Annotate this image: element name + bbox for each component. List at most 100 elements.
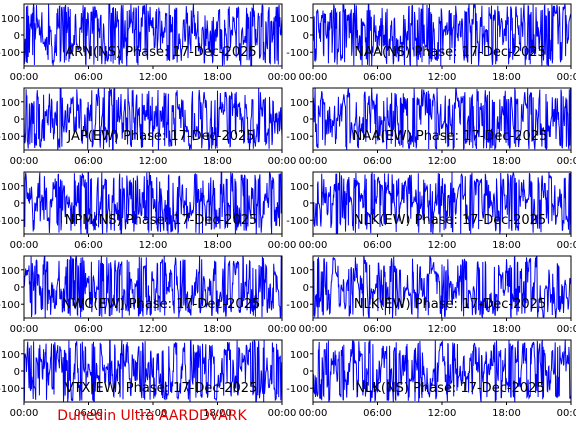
- phase-panel: 100 0 -100 00:00 06:00 12:00 18:00 00:00 ARN(NS)…: [0, 3, 296, 83]
- phase-panel: 100 0 -100 00:00 06:00 12:00 18:00 00:00 NAA(EW)…: [286, 87, 576, 167]
- panel-title: NLK(EW) Phase: 17-Dec-2025: [354, 297, 546, 312]
- x-tick-label: 06:00: [363, 408, 392, 419]
- phase-trace: [24, 256, 282, 318]
- x-tick-label: 00:00: [557, 240, 576, 251]
- x-tick-label: 18:00: [492, 408, 521, 419]
- phase-panel: 100 0 -100 00:00 06:00 12:00 18:00 00:00 NWC(EW)…: [0, 255, 297, 335]
- panel-title: NAA(NS) Phase: 17-Dec-2025: [354, 45, 546, 60]
- y-tick-label: 0: [303, 367, 309, 378]
- panel-title: NLK(EW) Phase: 17-Dec-2025: [354, 213, 546, 228]
- panel-title: ARN(NS) Phase: 17-Dec-2025: [65, 45, 256, 60]
- x-tick-label: 18:00: [492, 240, 521, 251]
- y-tick-label: -100: [0, 300, 20, 311]
- x-tick-label: 00:00: [268, 240, 297, 251]
- y-tick-label: 0: [14, 283, 20, 294]
- y-tick-label: 100: [1, 182, 20, 193]
- x-tick-label: 12:00: [139, 324, 168, 335]
- x-tick-label: 18:00: [492, 156, 521, 167]
- x-tick-label: 18:00: [203, 324, 232, 335]
- phase-trace: [24, 4, 282, 66]
- phase-trace: [24, 88, 282, 150]
- x-tick-label: 18:00: [203, 240, 232, 251]
- panel-title: NLK(NS) Phase: 17-Dec-2025: [355, 381, 544, 396]
- x-tick-label: 06:00: [74, 324, 103, 335]
- y-tick-label: 0: [14, 115, 20, 126]
- panel-title: VTX(EW) Phase: 17-Dec-2025: [65, 381, 258, 396]
- phase-trace: [24, 172, 282, 234]
- y-tick-label: -100: [286, 300, 309, 311]
- panel-title: NPM(NS) Phase: 17-Dec-2025: [65, 213, 258, 228]
- phase-trace: [313, 340, 571, 402]
- x-tick-label: 06:00: [363, 324, 392, 335]
- footer-label: Dunedin Ultra AARDDVARK: [57, 408, 247, 424]
- y-tick-label: -100: [0, 216, 20, 227]
- y-tick-label: 0: [303, 199, 309, 210]
- y-tick-label: -100: [0, 384, 20, 395]
- x-tick-label: 18:00: [203, 408, 232, 419]
- x-tick-label: 12:00: [139, 72, 168, 83]
- x-tick-label: 00:00: [299, 324, 328, 335]
- phase-panel: 100 0 -100 00:00 06:00 12:00 18:00 00:00 NPM(NS)…: [0, 171, 297, 251]
- x-tick-label: 00:00: [10, 408, 39, 419]
- x-tick-label: 12:00: [139, 240, 168, 251]
- y-tick-label: -100: [286, 132, 309, 143]
- x-tick-label: 00:00: [299, 240, 328, 251]
- x-tick-label: 18:00: [492, 72, 521, 83]
- y-tick-label: 100: [290, 182, 309, 193]
- x-tick-label: 00:00: [268, 156, 297, 167]
- y-tick-label: 0: [14, 31, 20, 42]
- x-tick-label: 00:00: [557, 324, 576, 335]
- phase-panel: 100 0 -100 00:00 06:00 12:00 18:00 00:00 VTX(EW)…: [0, 339, 296, 419]
- y-tick-label: 100: [290, 98, 309, 109]
- y-tick-label: 0: [303, 31, 309, 42]
- x-tick-label: 06:00: [74, 156, 103, 167]
- x-tick-label: 06:00: [74, 408, 103, 419]
- phase-trace: [313, 4, 571, 66]
- x-tick-label: 00:00: [10, 324, 39, 335]
- x-tick-label: 00:00: [299, 156, 328, 167]
- x-tick-label: 00:00: [557, 156, 576, 167]
- phase-panel: 100 0 -100 00:00 06:00 12:00 18:00 00:00 JAP(EW)…: [0, 87, 297, 167]
- y-tick-label: 100: [1, 266, 20, 277]
- x-tick-label: 18:00: [492, 324, 521, 335]
- phase-trace: [24, 340, 282, 402]
- y-tick-label: -100: [286, 216, 309, 227]
- y-tick-label: 0: [14, 199, 20, 210]
- y-tick-label: 100: [1, 98, 20, 109]
- x-tick-label: 12:00: [428, 72, 457, 83]
- x-tick-label: 12:00: [139, 408, 168, 419]
- y-tick-label: 100: [1, 350, 20, 361]
- y-tick-label: 100: [290, 266, 309, 277]
- y-tick-label: -100: [0, 132, 20, 143]
- phase-panel: 100 0 -100 00:00 06:00 12:00 18:00 00:00 NLK(EW)…: [286, 171, 576, 251]
- phase-panel: 100 0 -100 00:00 06:00 12:00 18:00 00:00 NLK(NS)…: [286, 339, 576, 419]
- panel-title: NAA(EW) Phase: 17-Dec-2025: [353, 129, 548, 144]
- x-tick-label: 00:00: [557, 408, 576, 419]
- y-tick-label: -100: [0, 48, 20, 59]
- x-tick-label: 12:00: [428, 408, 457, 419]
- phase-panel: 100 0 -100 00:00 06:00 12:00 18:00 00:00 NAA(NS)…: [286, 3, 576, 83]
- x-tick-label: 00:00: [299, 72, 328, 83]
- phase-trace: [313, 88, 571, 150]
- x-tick-label: 00:00: [557, 72, 576, 83]
- y-tick-label: 100: [1, 14, 20, 25]
- y-tick-label: 0: [303, 283, 309, 294]
- y-tick-label: -100: [286, 48, 309, 59]
- panel-title: JAP(EW) Phase: 17-Dec-2025: [66, 129, 254, 144]
- x-tick-label: 06:00: [74, 240, 103, 251]
- phase-trace: [313, 256, 571, 318]
- x-tick-label: 18:00: [203, 72, 232, 83]
- x-tick-label: 00:00: [10, 240, 39, 251]
- phase-panel: 100 0 -100 00:00 06:00 12:00 18:00 00:00 NLK(EW)…: [286, 255, 576, 335]
- x-tick-label: 00:00: [10, 72, 39, 83]
- y-tick-label: 0: [14, 367, 20, 378]
- x-tick-label: 12:00: [428, 156, 457, 167]
- y-tick-label: 100: [290, 14, 309, 25]
- x-tick-label: 00:00: [10, 156, 39, 167]
- y-tick-label: 0: [303, 115, 309, 126]
- x-tick-label: 12:00: [428, 240, 457, 251]
- x-tick-label: 06:00: [363, 240, 392, 251]
- x-tick-label: 12:00: [428, 324, 457, 335]
- x-tick-label: 00:00: [268, 324, 297, 335]
